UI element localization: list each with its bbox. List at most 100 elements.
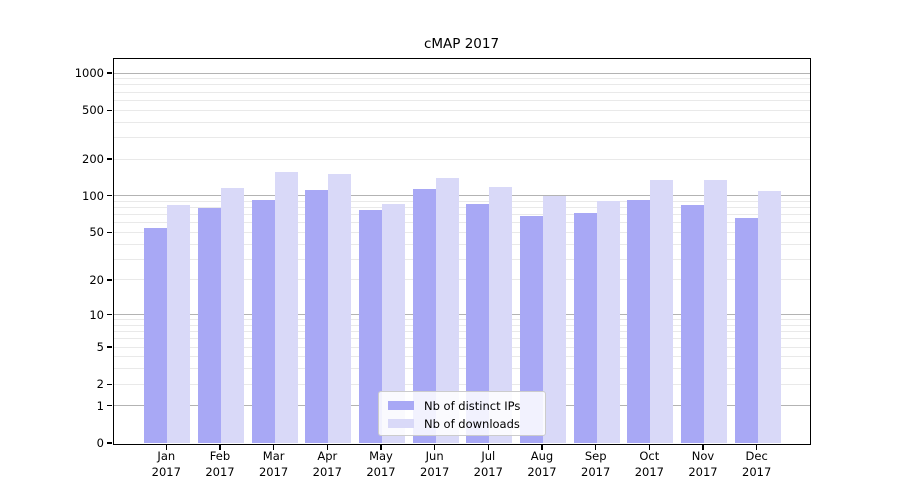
bar-downloads-apr — [328, 173, 352, 443]
bar-ips-oct — [627, 200, 651, 443]
gridline-minor — [114, 258, 810, 260]
legend-swatch-downloads — [388, 419, 414, 428]
gridline-minor — [114, 319, 810, 321]
x-tick-mark — [541, 444, 543, 450]
bar-downloads-jun — [435, 177, 459, 443]
y-tick-mark — [107, 231, 112, 234]
x-tick-mark — [434, 444, 436, 450]
bar-downloads-jan — [167, 205, 191, 443]
gridline-minor — [114, 331, 810, 333]
x-tick-mark — [219, 444, 221, 450]
x-tick-label: Jun 2017 — [420, 449, 450, 479]
x-tick-label: Oct 2017 — [634, 449, 664, 479]
bar-ips-mar — [251, 199, 275, 443]
y-tick-label: 10 — [89, 307, 104, 322]
gridline-minor — [114, 279, 810, 281]
x-tick-label: Nov 2017 — [688, 449, 718, 479]
y-tick-mark — [107, 195, 112, 197]
gridline-minor — [114, 231, 810, 233]
bar-downloads-oct — [650, 179, 674, 443]
gridline-minor — [114, 91, 810, 93]
bar-downloads-nov — [704, 179, 727, 443]
x-tick-mark — [326, 444, 328, 450]
bar-ips-feb — [197, 208, 221, 443]
bar-ips-aug — [519, 216, 543, 443]
x-tick-label: Jul 2017 — [473, 449, 503, 479]
gridline-minor — [114, 136, 810, 138]
x-tick-mark — [702, 444, 704, 450]
gridline-minor — [114, 84, 810, 86]
bar-downloads-jul — [489, 186, 513, 443]
y-tick-label: 500 — [82, 103, 104, 118]
gridline-minor — [114, 338, 810, 340]
y-tick-label: 5 — [96, 340, 104, 355]
bar-ips-jun — [412, 188, 436, 443]
legend-label-distinct-ips: Nb of distinct IPs — [424, 398, 521, 413]
legend-row-downloads: Nb of downloads — [388, 415, 545, 432]
bar-downloads-may — [381, 204, 405, 443]
gridline-minor — [114, 383, 810, 385]
x-tick-label: Aug 2017 — [527, 449, 557, 479]
bar-downloads-mar — [274, 171, 298, 443]
bar-downloads-sep — [596, 201, 620, 443]
gridline-minor — [114, 78, 810, 80]
gridline-major — [114, 72, 810, 74]
gridline-major — [114, 314, 810, 316]
gridline-minor — [114, 207, 810, 209]
gridline-minor — [114, 222, 810, 224]
bar-ips-may — [358, 210, 382, 443]
y-tick-mark — [107, 313, 112, 316]
legend-label-downloads: Nb of downloads — [424, 416, 520, 431]
y-tick-label: 0 — [96, 436, 104, 450]
gridline-minor — [114, 214, 810, 216]
x-tick-mark — [273, 444, 275, 450]
gridline-minor — [114, 346, 810, 348]
x-tick-mark — [487, 444, 489, 450]
bar-ips-apr — [305, 189, 329, 443]
y-tick-mark — [107, 442, 112, 444]
bar-ips-sep — [573, 212, 597, 443]
bar-downloads-dec — [757, 190, 781, 443]
legend-row-distinct-ips: Nb of distinct IPs — [388, 397, 545, 414]
x-tick-label: Apr 2017 — [312, 449, 342, 479]
y-tick-mark — [107, 109, 112, 111]
y-tick-mark — [107, 72, 112, 74]
y-tick-mark — [107, 346, 112, 348]
x-tick-label: Sep 2017 — [581, 449, 611, 479]
gridline-minor — [114, 121, 810, 123]
gridline-major — [114, 195, 810, 197]
bar-ips-dec — [734, 217, 758, 443]
legend: Nb of distinct IPs Nb of downloads — [378, 391, 546, 436]
y-tick-label: 1 — [96, 398, 104, 413]
x-tick-label: May 2017 — [366, 449, 396, 479]
y-tick-label: 1000 — [74, 66, 104, 81]
bar-ips-nov — [681, 205, 704, 443]
y-tick-label: 200 — [82, 152, 104, 166]
bar-ips-jul — [466, 204, 490, 443]
gridline-minor — [114, 99, 810, 101]
x-tick-mark — [648, 444, 650, 450]
x-tick-mark — [595, 444, 597, 450]
x-tick-mark — [380, 444, 382, 450]
y-tick-label: 100 — [82, 188, 104, 203]
plot-area — [113, 58, 811, 445]
x-tick-label: Jan 2017 — [151, 449, 181, 479]
gridline-minor — [114, 200, 810, 202]
y-tick-mark — [107, 158, 112, 160]
y-tick-mark — [107, 279, 112, 281]
x-tick-label: Feb 2017 — [205, 449, 235, 479]
x-tick-label: Dec 2017 — [742, 449, 772, 479]
x-tick-mark — [165, 444, 167, 450]
x-tick-label: Mar 2017 — [258, 449, 289, 479]
gridline-minor — [114, 243, 810, 245]
y-tick-label: 2 — [96, 377, 104, 392]
x-tick-mark — [756, 444, 758, 450]
y-tick-mark — [107, 405, 112, 407]
gridline-minor — [114, 356, 810, 358]
gridline-minor — [114, 324, 810, 326]
bar-downloads-aug — [542, 195, 566, 443]
bar-downloads-feb — [220, 188, 244, 443]
gridline-minor — [114, 109, 810, 111]
bar-ips-jan — [144, 228, 168, 443]
